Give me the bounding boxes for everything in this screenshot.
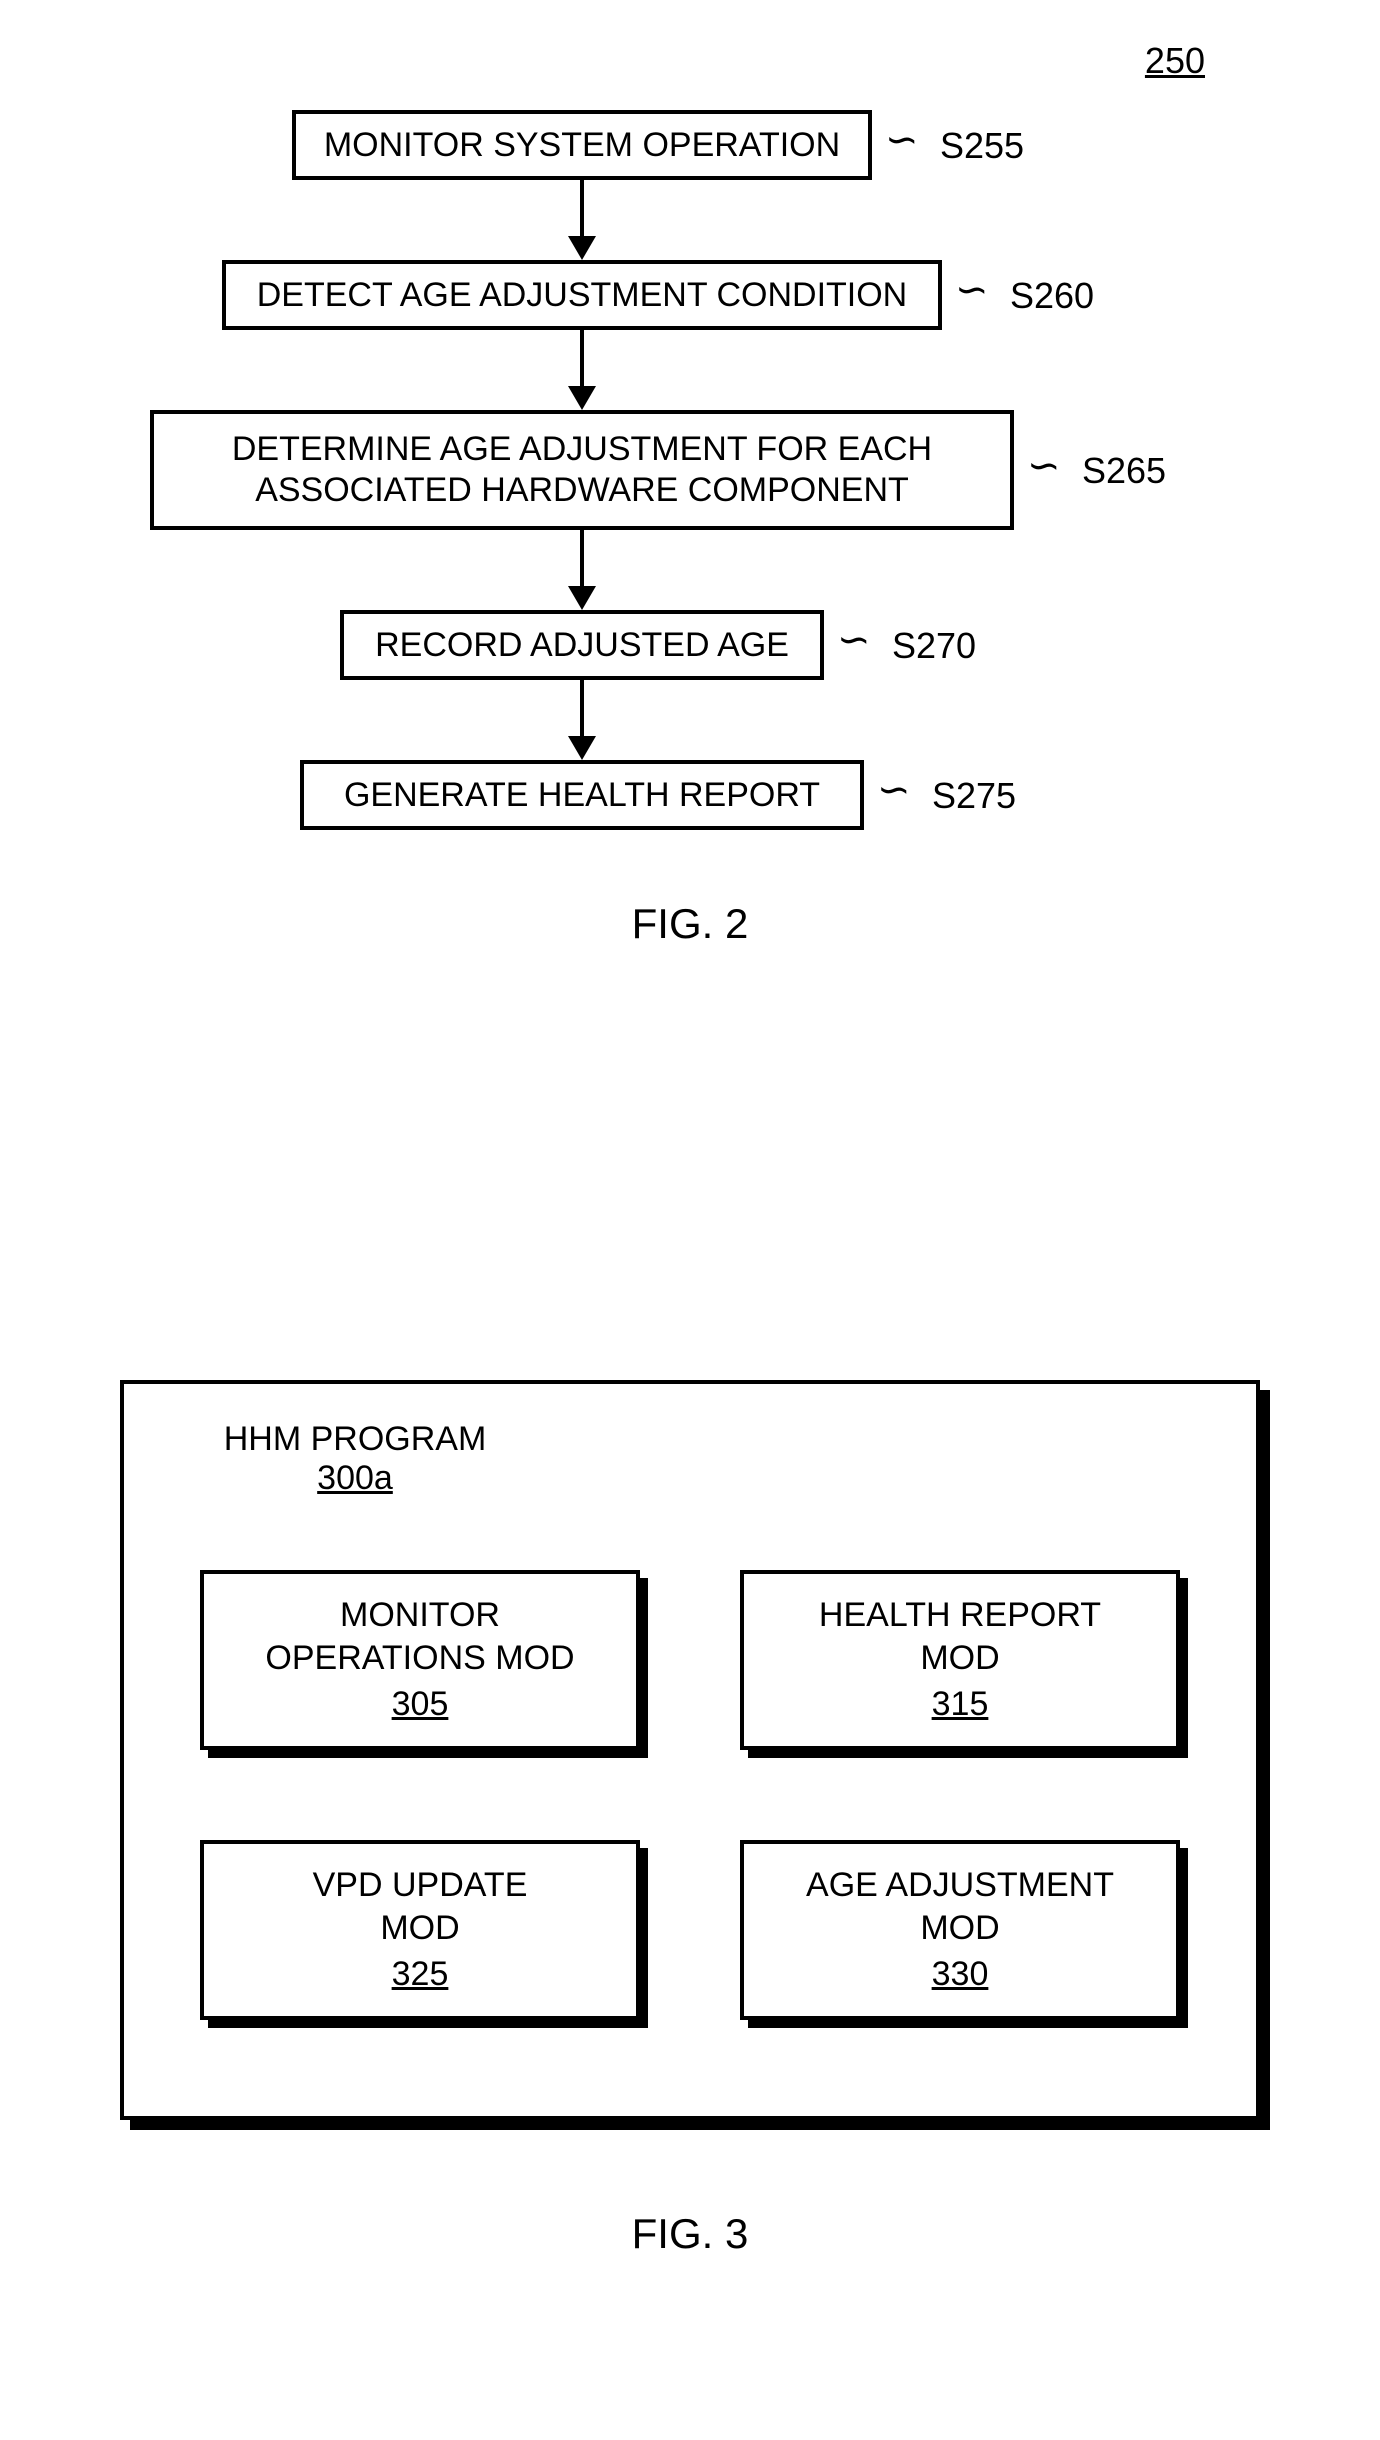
flow-node-s255: MONITOR SYSTEM OPERATION	[292, 110, 872, 180]
arrow-head-icon	[568, 586, 596, 610]
page: 250 MONITOR SYSTEM OPERATION ∽ S255 DETE…	[0, 0, 1380, 2440]
connector-tilde: ∽	[1027, 446, 1061, 486]
module-label-line1: MONITOR	[340, 1594, 500, 1637]
arrow-head-icon	[568, 236, 596, 260]
connector-tilde: ∽	[837, 620, 871, 660]
flow-node-label: DETERMINE AGE ADJUSTMENT FOR EACH ASSOCI…	[232, 429, 932, 511]
fig2-ref-number: 250	[1145, 40, 1205, 82]
module-label-line2: MOD	[920, 1637, 999, 1680]
flow-node-s275: GENERATE HEALTH REPORT	[300, 760, 864, 830]
arrow-edge	[580, 330, 584, 388]
step-label-s275: S275	[932, 775, 1016, 817]
flow-node-s270: RECORD ADJUSTED AGE	[340, 610, 824, 680]
flow-node-label: RECORD ADJUSTED AGE	[375, 625, 789, 666]
program-title: HHM PROGRAM 300a	[195, 1420, 515, 1498]
module-box-325: VPD UPDATE MOD 325	[200, 1840, 640, 2020]
module-box-330: AGE ADJUSTMENT MOD 330	[740, 1840, 1180, 2020]
connector-tilde: ∽	[955, 270, 989, 310]
module-box-315: HEALTH REPORT MOD 315	[740, 1570, 1180, 1750]
program-label-text: HHM PROGRAM	[195, 1420, 515, 1459]
flow-node-label: DETECT AGE ADJUSTMENT CONDITION	[257, 275, 907, 316]
module-box-305: MONITOR OPERATIONS MOD 305	[200, 1570, 640, 1750]
arrow-head-icon	[568, 386, 596, 410]
flow-node-s260: DETECT AGE ADJUSTMENT CONDITION	[222, 260, 942, 330]
step-label-s270: S270	[892, 625, 976, 667]
step-label-s255: S255	[940, 125, 1024, 167]
module-number: 305	[392, 1683, 449, 1726]
fig3-caption: FIG. 3	[0, 2210, 1380, 2258]
step-label-s265: S265	[1082, 450, 1166, 492]
arrow-head-icon	[568, 736, 596, 760]
fig2-caption: FIG. 2	[0, 900, 1380, 948]
flow-node-label: MONITOR SYSTEM OPERATION	[324, 125, 840, 166]
flow-node-label: GENERATE HEALTH REPORT	[344, 775, 820, 816]
module-label-line2: MOD	[920, 1907, 999, 1950]
connector-tilde: ∽	[877, 770, 911, 810]
connector-tilde: ∽	[885, 120, 919, 160]
program-number-text: 300a	[195, 1459, 515, 1498]
module-number: 330	[932, 1953, 989, 1996]
module-number: 325	[392, 1953, 449, 1996]
module-label-line1: HEALTH REPORT	[819, 1594, 1101, 1637]
module-label-line1: VPD UPDATE	[313, 1864, 528, 1907]
step-label-s260: S260	[1010, 275, 1094, 317]
flow-node-s265: DETERMINE AGE ADJUSTMENT FOR EACH ASSOCI…	[150, 410, 1014, 530]
arrow-edge	[580, 680, 584, 738]
module-number: 315	[932, 1683, 989, 1726]
arrow-edge	[580, 530, 584, 588]
arrow-edge	[580, 180, 584, 238]
module-label-line2: MOD	[380, 1907, 459, 1950]
module-label-line2: OPERATIONS MOD	[265, 1637, 574, 1680]
module-label-line1: AGE ADJUSTMENT	[806, 1864, 1114, 1907]
